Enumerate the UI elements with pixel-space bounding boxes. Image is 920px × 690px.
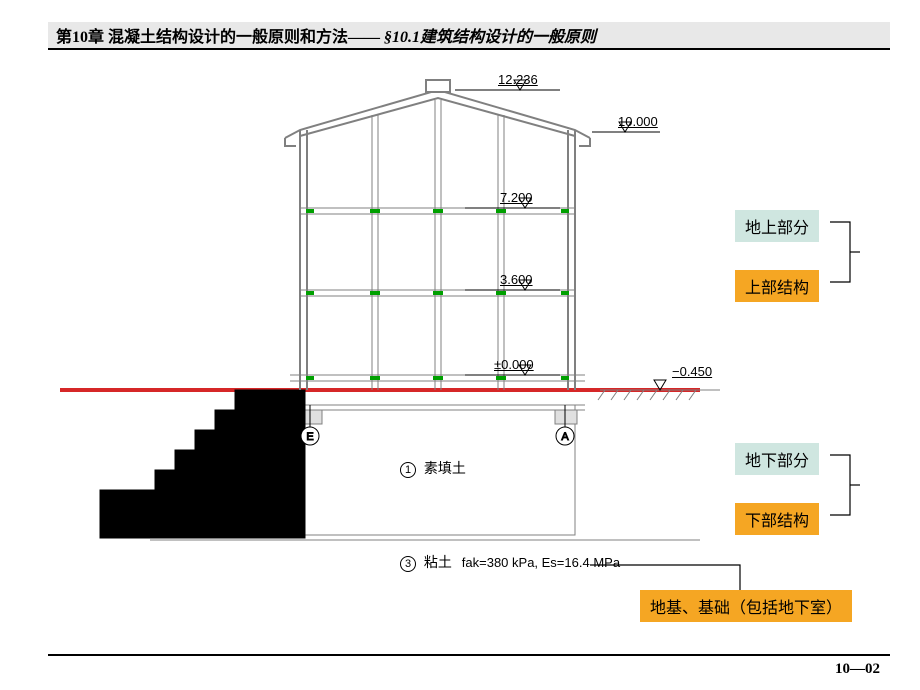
chapter-title: 第10章 混凝土结构设计的一般原则和方法—— [56, 23, 380, 47]
svg-text:E: E [306, 431, 313, 443]
soil1-name: 素填土 [424, 460, 466, 476]
soil3-name: 粘土 [424, 554, 452, 570]
slide-header: 第10章 混凝土结构设计的一般原则和方法—— §10.1建筑结构设计的一般原则 [48, 22, 890, 50]
soil1-num: 1 [400, 462, 416, 478]
elev-roof-peak: 12.236 [498, 72, 538, 87]
bottom-rule [48, 654, 890, 656]
svg-text:A: A [561, 431, 569, 443]
soil3-props: fak=380 kPa, Es=16.4 MPa [462, 555, 620, 570]
elev-grade: −0.450 [672, 364, 712, 379]
section-title: §10.1建筑结构设计的一般原则 [384, 23, 596, 47]
label-below-ground: 地下部分 [735, 443, 819, 475]
elev-floor3: 7.200 [500, 190, 533, 205]
label-substructure: 下部结构 [735, 503, 819, 535]
building-section-diagram: E A 12.236 10.000 7.200 3.600 ±0.000 −0.… [0, 60, 920, 660]
label-above-ground: 地上部分 [735, 210, 819, 242]
elev-floor2: 3.600 [500, 272, 533, 287]
soil3-num: 3 [400, 556, 416, 572]
elev-ground: ±0.000 [494, 357, 534, 372]
label-superstructure: 上部结构 [735, 270, 819, 302]
soil-layer-1: 1 素填土 [400, 458, 466, 478]
page-number: 10—02 [835, 661, 880, 678]
label-foundation: 地基、基础（包括地下室） [640, 590, 852, 622]
soil-layer-3: 3 粘土 fak=380 kPa, Es=16.4 MPa [400, 552, 620, 572]
elev-eave: 10.000 [618, 114, 658, 129]
